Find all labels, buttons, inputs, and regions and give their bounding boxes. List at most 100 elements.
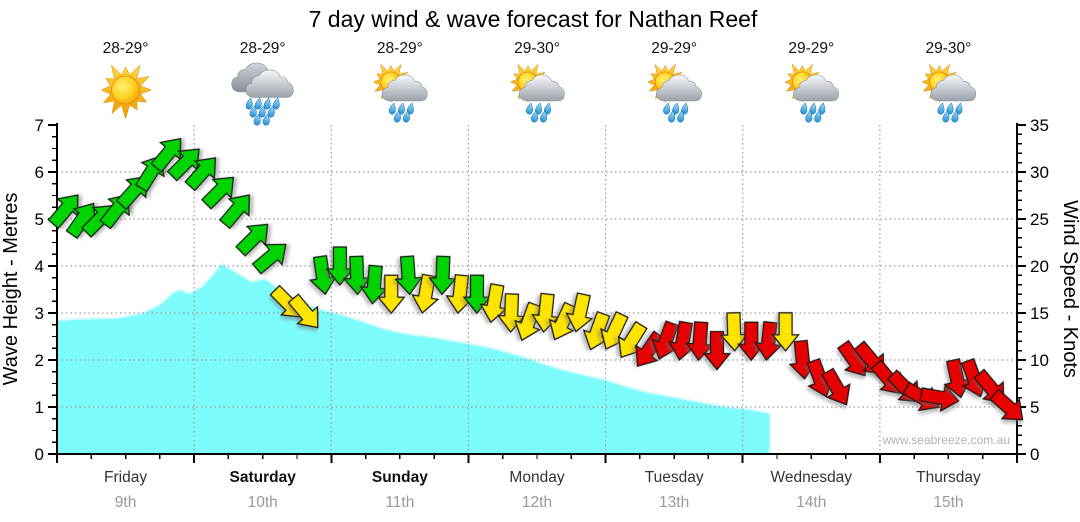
right-axis-tick-label: 5 (1030, 398, 1039, 417)
right-axis-tick-label: 35 (1030, 116, 1049, 135)
cloud (930, 74, 977, 102)
wind-arrow-green (150, 137, 182, 173)
wind-arrow-green (166, 148, 200, 182)
raindrop (540, 110, 547, 123)
raindrop (393, 110, 401, 123)
cloud (519, 74, 565, 102)
wind-arrow-yellow (719, 311, 749, 352)
right-axis-tick-label: 15 (1030, 304, 1049, 323)
rain-clouds-icon (231, 62, 294, 126)
raindrop (800, 102, 808, 115)
wind-arrow-green (325, 246, 355, 287)
right-axis-tick-label: 0 (1030, 445, 1039, 464)
wind-arrow-green (200, 176, 235, 210)
day-date-label: 11th (385, 494, 414, 511)
wind-arrow-green (394, 255, 423, 296)
wind-arrow-green (359, 264, 389, 305)
sun-icon (100, 64, 152, 120)
axis-labels: 0 1 2 3 4 5 6 7 0 5 10 15 20 25 30 35 Friday 9th Saturday 1… (35, 116, 1049, 511)
wind-arrow-green (428, 255, 457, 296)
day-temperature: 29-30° (514, 40, 560, 57)
raindrop (955, 102, 963, 115)
sun-cloud-rain-icon (647, 63, 702, 123)
wind-arrow-green (184, 157, 217, 192)
wind-arrow-green (342, 255, 372, 296)
raindrop (258, 105, 266, 118)
left-axis-tick-label: 0 (35, 445, 44, 464)
raindrop (663, 102, 671, 115)
day-date-label: 12th (522, 494, 552, 511)
raindrop (388, 102, 396, 115)
raindrop (402, 110, 410, 123)
left-axis-tick-label: 3 (35, 304, 44, 323)
raindrop (951, 110, 959, 123)
day-temperature: 29-29° (788, 40, 834, 57)
raindrop (544, 102, 551, 115)
left-axis-tick-label: 5 (35, 210, 44, 229)
raindrop (262, 113, 270, 126)
wind-arrow-red (702, 330, 732, 371)
raindrop (267, 105, 275, 118)
day-temperature: 29-29° (651, 40, 697, 57)
wind-arrow-green (235, 223, 269, 257)
wind-arrow-yellow (479, 283, 508, 324)
daily-summary-header: 28-29° 28-29° 28-29° 29-30° 29-29° 29-29° 29-3… (100, 40, 977, 126)
raindrop (809, 102, 817, 115)
left-axis-tick-label: 7 (35, 116, 44, 135)
watermark: www.seabreeze.com.au (882, 433, 1010, 447)
raindrop (942, 110, 950, 123)
raindrop (406, 102, 414, 115)
day-date-label: 15th (933, 494, 963, 511)
right-axis-tick-label: 25 (1030, 210, 1049, 229)
raindrop (937, 102, 945, 115)
cloud (793, 74, 839, 102)
sun-disc (111, 75, 140, 105)
raindrop (531, 110, 538, 123)
day-name-label: Saturday (230, 469, 297, 486)
wind-arrow-green (308, 254, 338, 296)
wave-area (57, 263, 771, 454)
day-temperature: 28-29° (103, 40, 149, 57)
wind-arrow-yellow (411, 273, 440, 314)
day-date-label: 10th (248, 494, 278, 511)
raindrop (818, 102, 826, 115)
left-axis-title: Wave Height - Metres (0, 193, 22, 386)
right-axis-tick-label: 10 (1030, 351, 1049, 370)
raindrop (677, 110, 685, 123)
left-axis-tick-label: 4 (35, 257, 44, 276)
raindrop (249, 105, 257, 118)
raindrop (526, 102, 533, 115)
wind-arrow-red (685, 321, 715, 362)
day-name-label: Sunday (372, 469, 428, 486)
sun-cloud-rain-icon (509, 63, 565, 123)
day-temperature: 28-29° (377, 40, 423, 57)
raindrop (672, 102, 680, 115)
day-temperature: 29-30° (926, 40, 972, 57)
right-axis-tick-label: 20 (1030, 257, 1049, 276)
wind-arrow-red (989, 388, 1024, 421)
sun-cloud-rain-icon (921, 63, 977, 123)
wind-arrow-green (47, 194, 79, 230)
raindrop (805, 110, 813, 123)
right-axis-title: Wind Speed - Knots (1059, 200, 1080, 378)
day-name-label: Wednesday (770, 469, 852, 486)
raindrop (245, 97, 253, 110)
wind-arrow-green (251, 243, 287, 275)
raindrop (681, 102, 689, 115)
day-date-label: 9th (115, 494, 137, 511)
wind-arrow-green (462, 274, 492, 315)
day-date-label: 14th (796, 494, 826, 511)
left-axis-tick-label: 6 (35, 163, 44, 182)
wind-arrow-red (635, 330, 666, 368)
sun-cloud-rain-icon (784, 63, 839, 123)
raindrop (253, 113, 261, 126)
chart-title: 7 day wind & wave forecast for Nathan Re… (309, 6, 758, 32)
wind-arrow-yellow (548, 301, 578, 341)
wind-arrow-yellow (565, 292, 594, 333)
wind-arrow-yellow (771, 312, 800, 352)
wind-arrow-red (753, 320, 783, 362)
wind-arrow-red (943, 358, 972, 399)
wind-arrow-red (919, 383, 960, 413)
raindrop (668, 110, 676, 123)
